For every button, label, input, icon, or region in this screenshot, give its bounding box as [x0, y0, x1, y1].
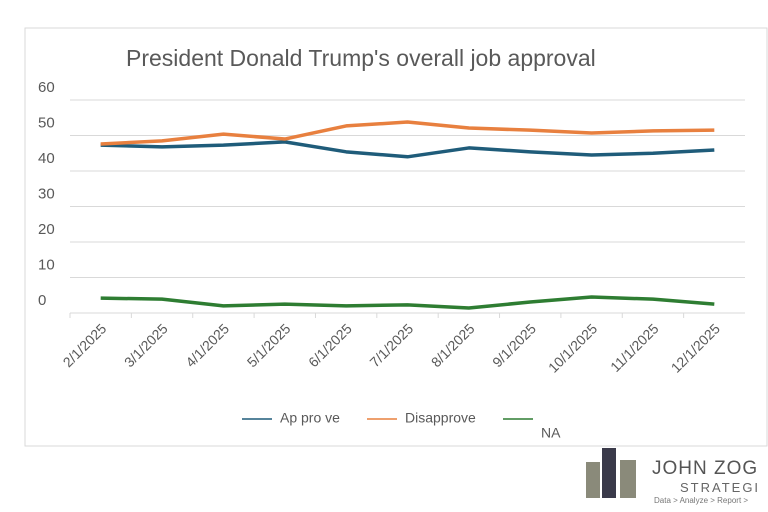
legend-label: NA: [541, 425, 561, 441]
logo-subtitle: STRATEGI: [680, 480, 761, 495]
series-line: [100, 295, 715, 310]
logo-name: JOHN ZOG: [652, 458, 759, 479]
series-line: [100, 120, 715, 146]
y-tick-label: 0: [38, 292, 46, 309]
y-tick-label: 50: [38, 114, 55, 131]
logo: JOHN ZOG STRATEGI Data > Analyze > Repor…: [584, 440, 768, 512]
series-line: [100, 140, 715, 159]
y-tick-label: 40: [38, 150, 55, 167]
legend-label: Ap pro ve: [280, 410, 340, 426]
chart-title: President Donald Trump's overall job app…: [126, 45, 596, 71]
y-tick-label: 20: [38, 221, 55, 238]
logo-tagline: Data > Analyze > Report >: [654, 496, 749, 505]
y-tick-label: 30: [38, 185, 55, 202]
legend-label: Disapprove: [405, 410, 476, 426]
logo-icon: [586, 448, 636, 498]
y-tick-label: 60: [38, 79, 55, 96]
y-tick-label: 10: [38, 256, 55, 273]
chart-frame: [24, 27, 768, 447]
